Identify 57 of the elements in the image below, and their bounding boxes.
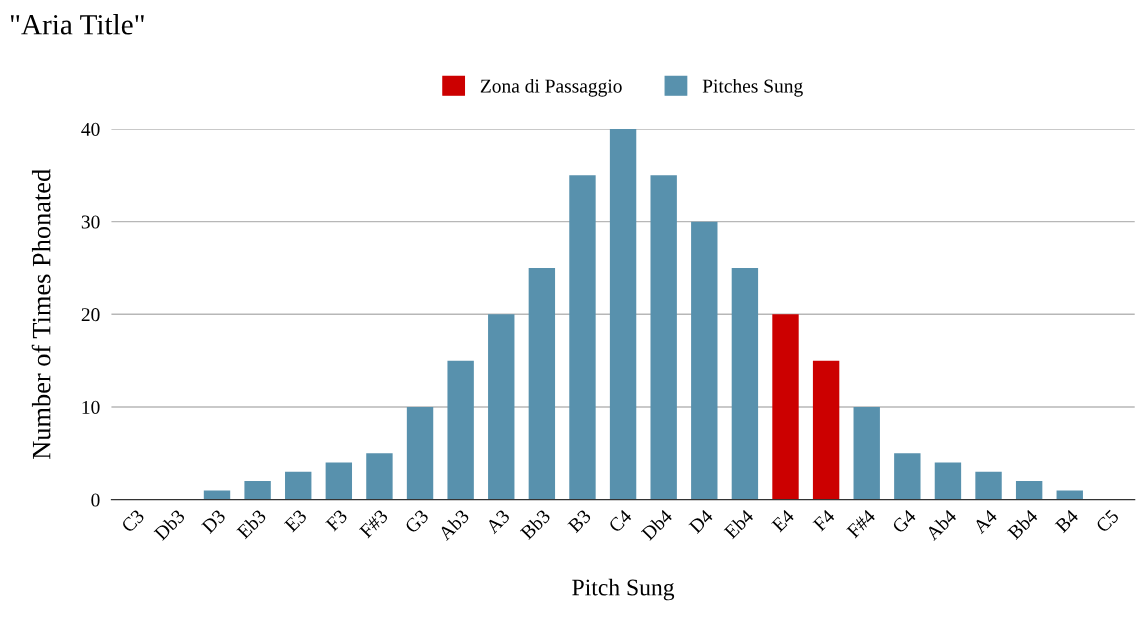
x-tick-label: D3 [201,508,227,535]
bar [691,221,718,500]
x-tick-label: Eb4 [723,508,755,540]
x-tick-label: Eb3 [235,508,267,540]
x-tick-label: Db4 [640,508,674,541]
x-tick-label: A4 [972,508,998,535]
bar [488,314,515,500]
bar [447,360,474,500]
bar [244,481,271,500]
x-tick-label: B4 [1054,508,1080,534]
bar [975,471,1002,500]
x-tick-label: Ab3 [437,508,470,542]
bar [731,267,759,500]
bar [894,453,921,500]
bar [569,175,596,500]
bar [325,462,353,500]
bar [934,462,962,500]
y-tick-label: 0 [91,493,100,507]
bar [285,471,312,500]
legend-label: Pitches Sung [702,78,803,97]
x-tick-label: F#4 [846,508,877,539]
bar [853,406,880,500]
x-tick-label: D4 [688,508,714,534]
bar [1015,481,1043,500]
chart-title: "Aria Title" [10,14,144,35]
x-tick-label: E3 [283,508,308,533]
legend-label: Zona di Passaggio [480,78,622,97]
bar [1056,490,1083,500]
x-tick-label: Db3 [153,508,186,541]
y-tick-label: 40 [81,122,100,136]
bar [650,175,677,500]
y-axis-title: Number of Times Phonated [31,169,51,460]
x-tick-label: F3 [325,508,348,532]
x-tick-label: Bb3 [519,508,551,541]
bar [812,360,840,500]
x-tick-label: F4 [812,508,836,532]
x-tick-label: B3 [567,508,592,534]
bar [203,490,231,500]
x-tick-label: A3 [485,508,511,535]
x-tick-label: C4 [608,508,633,534]
x-tick-label: C5 [1095,508,1120,534]
x-axis-title: Pitch Sung [572,578,675,601]
x-tick-label: C3 [120,508,145,534]
bar [406,406,434,500]
bar [366,453,393,500]
x-tick-label: Bb4 [1006,508,1039,541]
x-tick-label: G4 [891,508,917,534]
bar [772,314,799,500]
bar [609,128,637,500]
x-tick-label: E4 [771,508,795,533]
x-tick-label: F#3 [358,508,389,539]
y-tick-label: 10 [82,400,100,414]
y-tick-label: 30 [81,215,100,229]
bar [528,267,556,500]
y-tick-label: 20 [81,308,100,322]
x-tick-label: Ab4 [924,508,958,542]
x-tick-label: G3 [404,508,430,534]
